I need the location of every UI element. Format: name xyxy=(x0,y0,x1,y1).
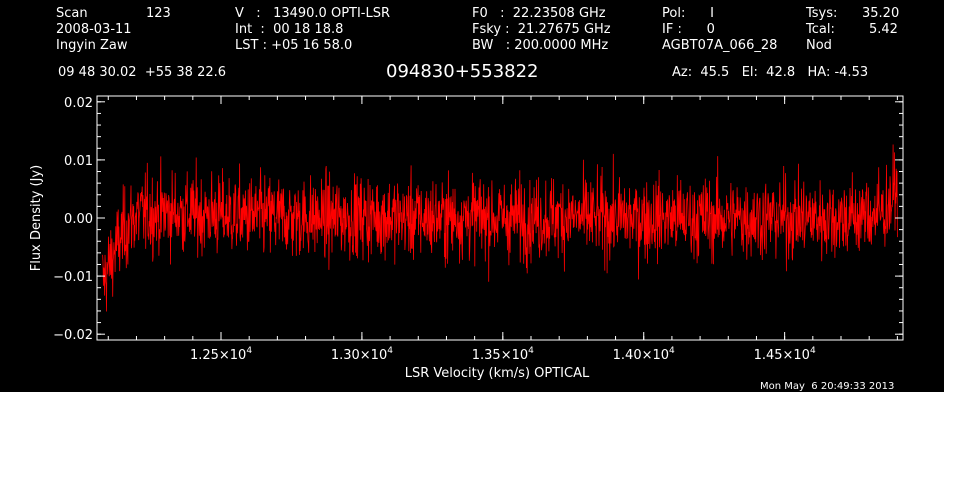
source-name: 094830+553822 xyxy=(386,61,539,82)
x-axis-label: LSR Velocity (km/s) OPTICAL xyxy=(405,366,590,381)
sky-frequency: Fsky : 21.27675 GHz xyxy=(472,22,611,37)
spectrum-figure: Scan 123 2008-03-11 Ingyin Zaw V : 13490… xyxy=(0,0,944,392)
flux-spectrum-line xyxy=(102,144,898,312)
integration-time: Int : 00 18 18.8 xyxy=(235,22,344,37)
observer-name: Ingyin Zaw xyxy=(56,38,128,53)
y-tick-label: −0.02 xyxy=(53,328,93,343)
az-el-ha: Az: 45.5 El: 42.8 HA: -4.53 xyxy=(672,65,869,80)
rest-frequency: F0 : 22.23508 GHz xyxy=(472,6,606,21)
spectrum-plot: 0.02 0.01 0.00 −0.01 −0.02 1.25×104 1.30×104 1.… xyxy=(29,95,904,381)
x-tick-label: 1.25×104 xyxy=(190,346,252,363)
lst-info: LST : +05 16 58.0 xyxy=(235,38,353,53)
source-coordinates: 09 48 30.02 +55 38 22.6 xyxy=(58,65,227,80)
scan-label: Scan xyxy=(56,6,88,21)
tsys-label: Tsys: xyxy=(806,6,838,21)
scan-number: 123 xyxy=(146,6,171,21)
polarization: Pol: I xyxy=(662,6,714,21)
x-tick-label: 1.45×104 xyxy=(754,346,816,363)
spectrum-trace-path xyxy=(102,144,898,312)
plot-axes: 0.02 0.01 0.00 −0.01 −0.02 1.25×104 1.30×104 1.… xyxy=(53,95,904,363)
y-tick-label: 0.00 xyxy=(64,212,93,227)
plot-timestamp: Mon May 6 20:49:33 2013 xyxy=(760,381,895,392)
y-tick-label: 0.01 xyxy=(64,154,93,169)
y-tick-label: −0.01 xyxy=(53,270,93,285)
y-tick-label: 0.02 xyxy=(64,96,93,111)
x-tick-label: 1.30×104 xyxy=(331,346,393,363)
x-tick-label: 1.40×104 xyxy=(613,346,675,363)
tcal-label: Tcal: xyxy=(806,22,835,37)
y-axis-label: Flux Density (Jy) xyxy=(29,165,44,271)
if-number: IF : 0 xyxy=(662,22,715,37)
observation-date: 2008-03-11 xyxy=(56,22,132,37)
tcal-value: 5.42 xyxy=(869,22,898,37)
x-tick-label: 1.35×104 xyxy=(472,346,534,363)
observing-mode: Nod xyxy=(806,38,832,53)
velocity-info: V : 13490.0 OPTI-LSR xyxy=(235,6,391,21)
bandwidth: BW : 200.0000 MHz xyxy=(472,38,609,53)
tsys-value: 35.20 xyxy=(862,6,900,21)
project-id: AGBT07A_066_28 xyxy=(662,38,778,53)
